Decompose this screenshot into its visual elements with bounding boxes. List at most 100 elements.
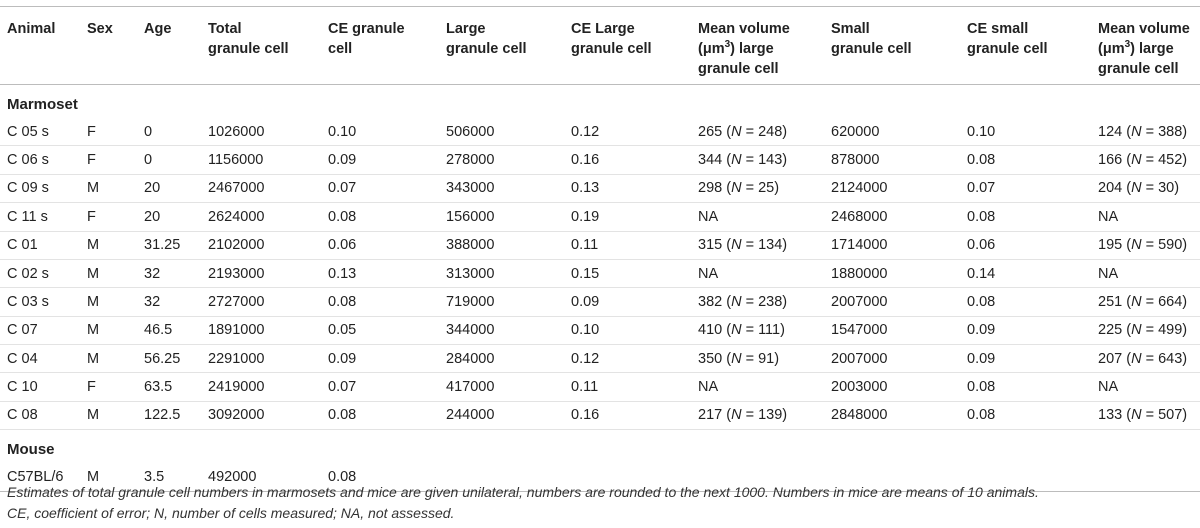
volume-value: 251 ( [1098,293,1132,310]
table-row: C 04 M 56.25 2291000 0.09 284000 0.12 350 (N = … [0,345,1200,373]
cell-sex: F [87,152,96,169]
n-count: = 452) [1141,152,1188,169]
volume-value: 315 ( [698,237,732,254]
cell-age: 56.25 [144,350,181,367]
n-symbol: N [731,322,742,339]
n-symbol: N [1131,350,1142,367]
cell-large-granule: 344000 [446,322,495,339]
n-symbol: N [731,407,742,424]
table-footnote: Estimates of total granule cell numbers … [7,482,1197,524]
cell-small-granule: 2124000 [831,180,888,197]
header-line: Mean volume [1098,21,1190,37]
volume-value: 133 ( [1098,407,1132,424]
cell-mean-volume-large: 298 (N = 25) [698,174,831,202]
volume-value: 298 ( [698,180,732,197]
cell-total-granule: 3092000 [208,407,265,424]
header-line: Mean volume [698,21,790,37]
n-count: = 643) [1141,350,1188,367]
cell-ce-large: 0.10 [571,322,600,339]
cell-small-granule: 1547000 [831,322,888,339]
table-row: C 07 M 46.5 1891000 0.05 344000 0.10 410 (N = 1… [0,316,1200,345]
header-line: granule cell [1098,61,1179,77]
cell-animal: C 07 [7,322,38,339]
cell-ce-large: 0.11 [571,379,599,396]
n-count: = 134) [741,237,788,254]
header-ce-large: CE Large granule cell [571,7,698,85]
volume-value: NA [1098,379,1119,396]
cell-animal: C 09 s [7,180,49,197]
cell-total-granule: 492000 [208,468,257,485]
volume-value: 204 ( [1098,180,1132,197]
header-superscript: 3 [1124,39,1131,51]
header-age: Age [144,21,172,37]
cell-ce-granule: 0.13 [328,265,357,282]
cell-sex: M [87,350,100,367]
header-line: granule cell [967,41,1048,57]
cell-age: 0 [144,152,153,169]
header-mu: (μm [698,41,725,57]
cell-small-granule: 1880000 [831,265,888,282]
cell-large-granule: 278000 [446,152,495,169]
n-symbol: N [1131,180,1142,197]
table-header: Animal Sex Age Total granule cell CE gra… [0,7,1200,85]
cell-ce-small: 0.08 [967,208,996,225]
cell-sex: M [87,265,100,282]
cell-large-granule: 417000 [446,379,495,396]
header-total-granule: Total granule cell [208,7,328,85]
volume-value: 207 ( [1098,350,1132,367]
section-label-marmoset: Marmoset [7,96,78,113]
cell-total-granule: 2467000 [208,180,265,197]
cell-age: 122.5 [144,407,181,424]
cell-total-granule: 1891000 [208,322,265,339]
n-count: = 25) [741,180,780,197]
volume-value: NA [1098,265,1119,282]
header-large-granule: Large granule cell [446,7,571,85]
cell-mean-volume-large: 382 (N = 238) [698,288,831,316]
header-line: CE Large [571,21,635,37]
cell-sex: M [87,180,100,197]
header-close: ) large [730,41,774,57]
cell-large-granule: 343000 [446,180,495,197]
cell-age: 20 [144,180,161,197]
volume-value: 217 ( [698,407,732,424]
n-symbol: N [731,152,742,169]
cell-animal: C 08 [7,407,38,424]
header-line: CE small [967,21,1029,37]
volume-value: 382 ( [698,293,732,310]
header-sex: Sex [87,21,113,37]
cell-ce-large: 0.16 [571,152,600,169]
header-row: Animal Sex Age Total granule cell CE gra… [0,7,1200,85]
header-line: granule cell [446,41,527,57]
header-line: Small [831,21,870,37]
cell-large-granule: 244000 [446,407,495,424]
cell-ce-small: 0.08 [967,293,996,310]
cell-ce-small: 0.08 [967,407,996,424]
cell-ce-large: 0.16 [571,407,600,424]
cell-animal: C 03 s [7,293,49,310]
section-label-mouse: Mouse [7,441,55,459]
n-symbol: N [731,180,742,197]
n-count: = 499) [1141,322,1188,339]
n-count: = 507) [1141,407,1188,424]
table-row: C 11 s F 20 2624000 0.08 156000 0.19 NA 2468000 0… [0,203,1200,231]
cell-ce-granule: 0.10 [328,123,357,140]
header-mean-volume-large: Mean volume (μm3) large granule cell [698,7,831,85]
table-row: C 08 M 122.5 3092000 0.08 244000 0.16 217 (N = … [0,401,1200,430]
header-ce-small: CE small granule cell [967,7,1098,85]
cell-age: 31.25 [144,237,181,254]
volume-value: NA [698,379,719,396]
cell-animal: C 10 [7,379,38,396]
cell-small-granule: 2007000 [831,293,888,310]
granule-cell-table: Animal Sex Age Total granule cell CE gra… [0,7,1200,492]
cell-mean-volume-large: 217 (N = 139) [698,401,831,429]
n-count: = 388) [1141,123,1188,140]
cell-total-granule: 1156000 [208,152,264,169]
cell-ce-large: 0.13 [571,180,600,197]
cell-ce-large: 0.12 [571,123,600,140]
n-count: = 590) [1141,237,1188,254]
n-symbol: N [731,123,742,140]
cell-mean-volume-small: 225 (N = 499) [1098,316,1200,344]
cell-mean-volume-large: 410 (N = 111) [698,316,831,344]
cell-total-granule: 2291000 [208,350,265,367]
cell-small-granule: 2007000 [831,350,888,367]
